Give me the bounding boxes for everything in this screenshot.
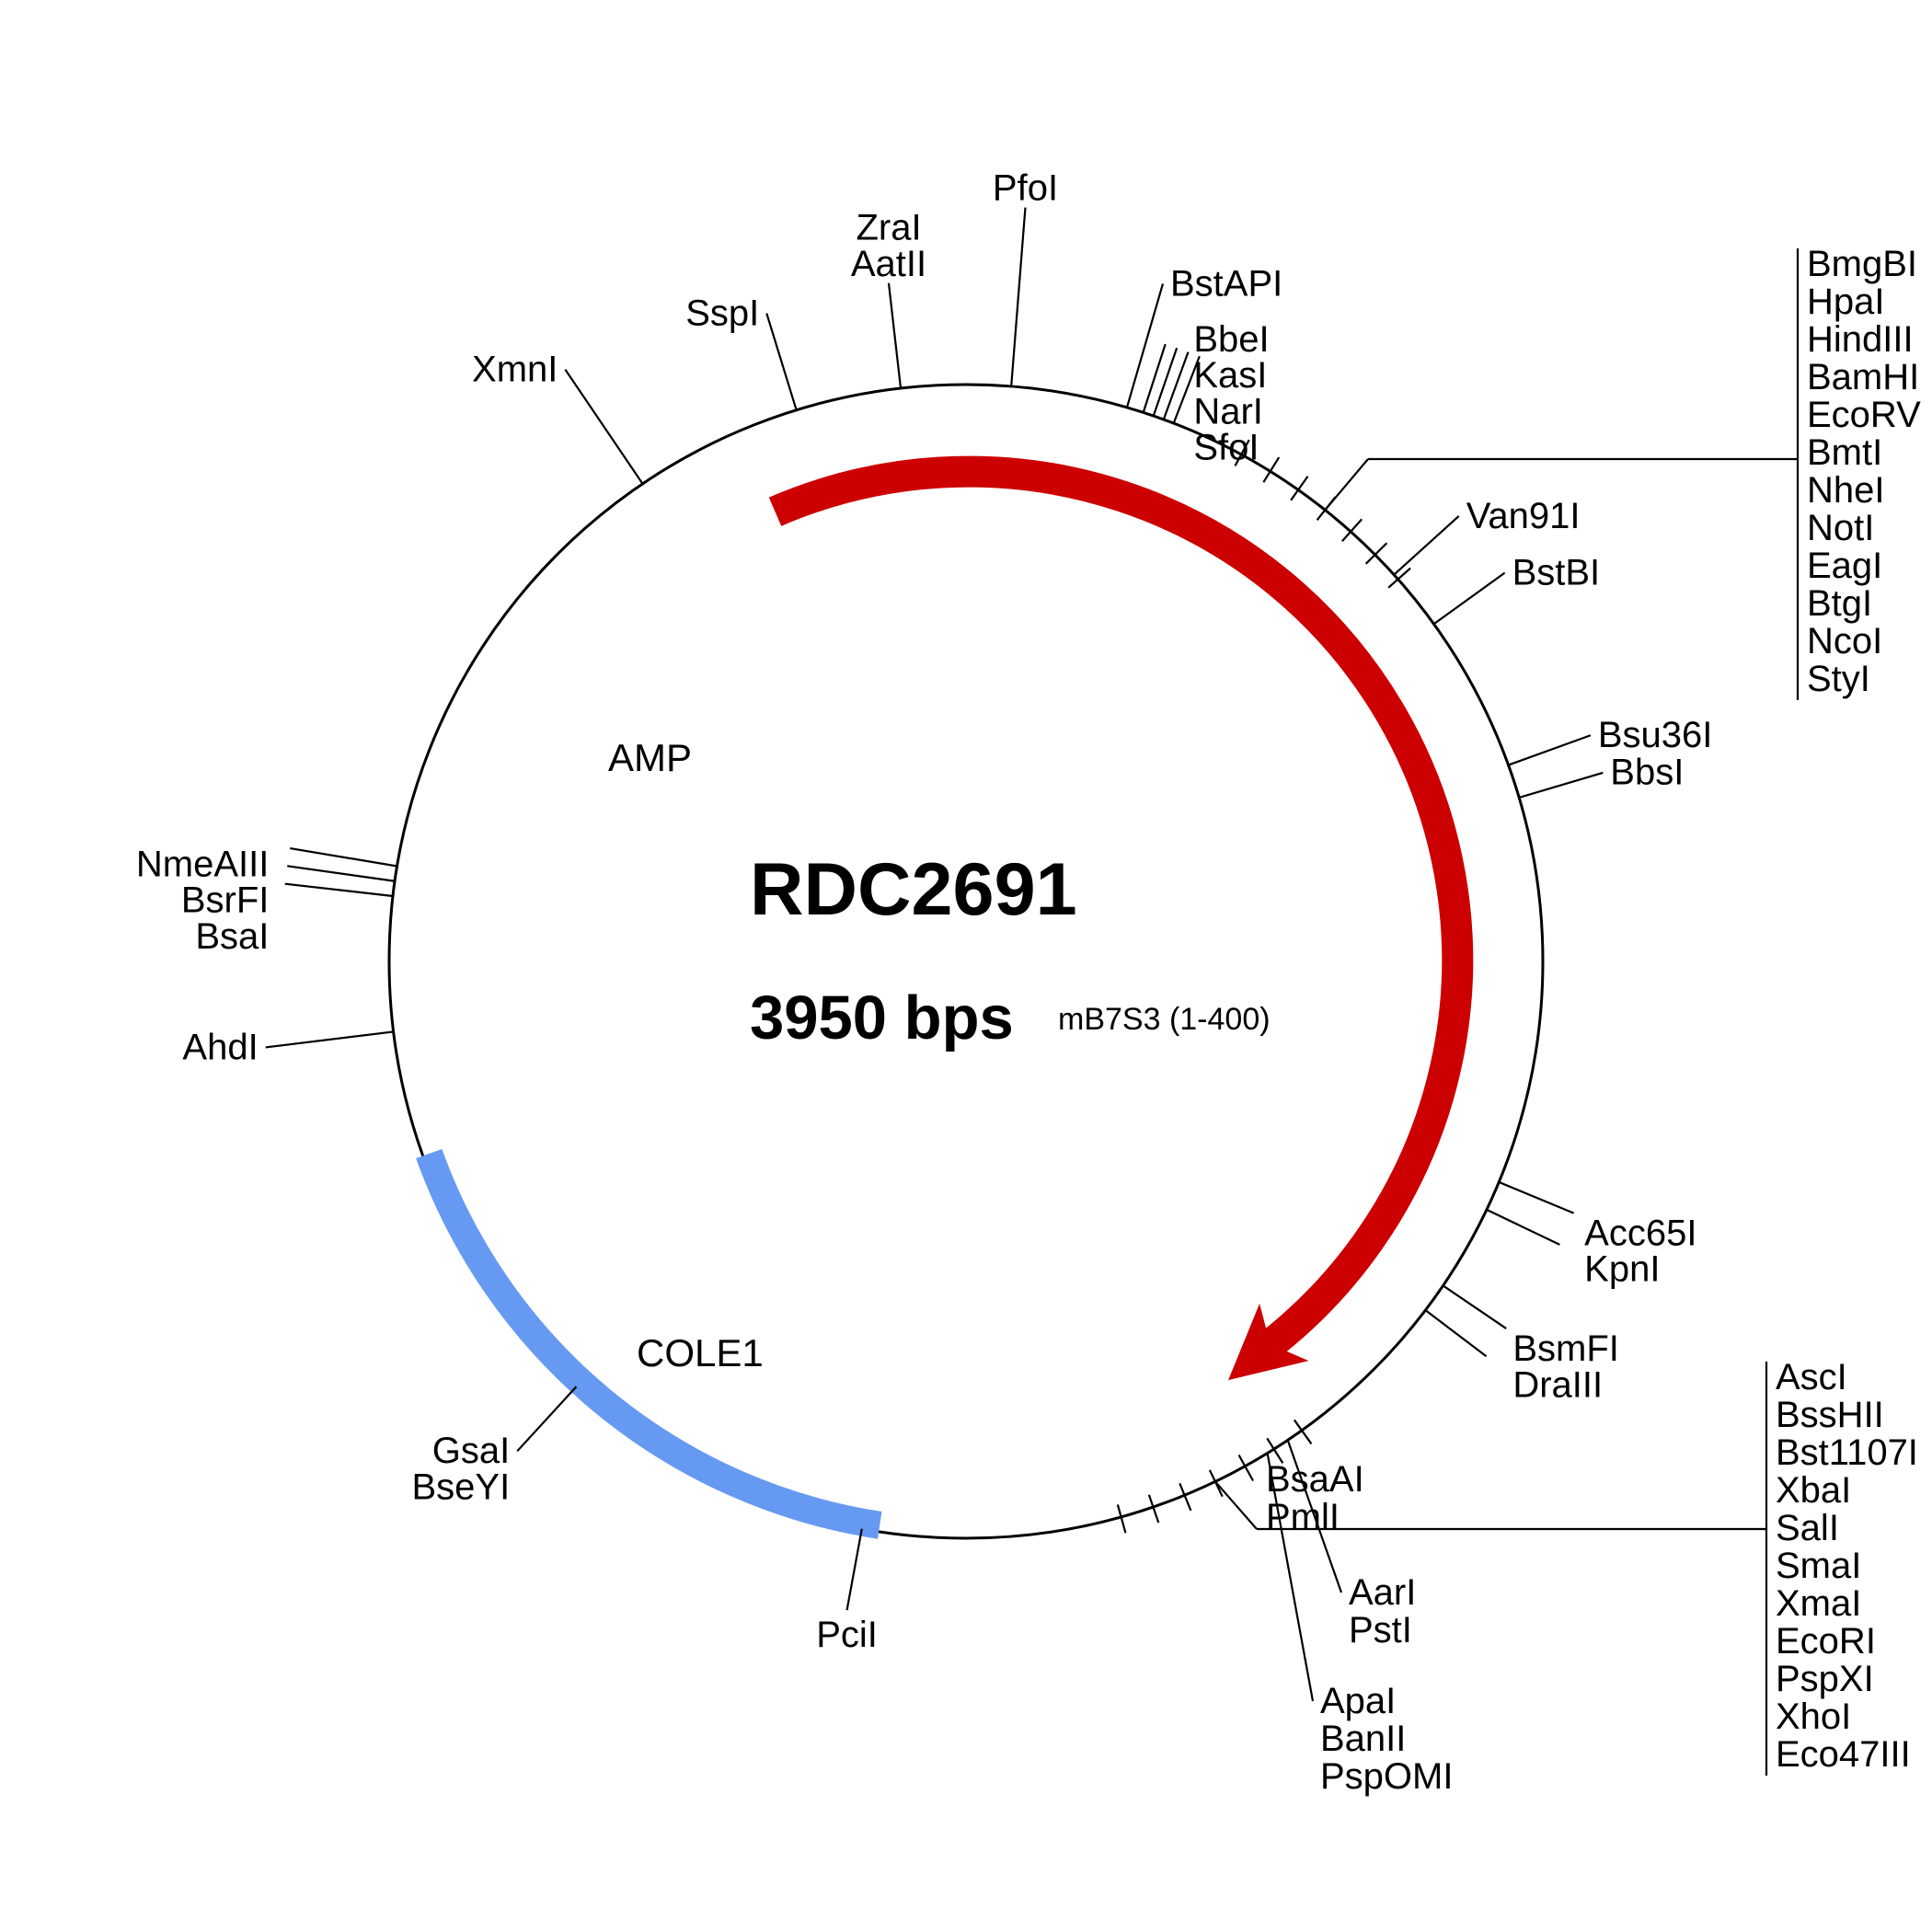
- svg-text:AscI: AscI: [1776, 1357, 1847, 1397]
- svg-text:GsaI: GsaI: [432, 1431, 510, 1471]
- svg-text:BbsI: BbsI: [1610, 753, 1684, 793]
- svg-text:EcoRI: EcoRI: [1776, 1621, 1876, 1662]
- svg-text:PspXI: PspXI: [1776, 1659, 1874, 1699]
- svg-text:NmeAIII: NmeAIII: [136, 844, 269, 884]
- svg-text:BmgBI: BmgBI: [1807, 244, 1917, 284]
- svg-text:BanII: BanII: [1320, 1719, 1406, 1759]
- svg-text:Van91I: Van91I: [1466, 496, 1581, 536]
- svg-text:Bst1107I: Bst1107I: [1776, 1432, 1918, 1473]
- svg-text:BstAPI: BstAPI: [1170, 263, 1282, 304]
- svg-text:HindIII: HindIII: [1807, 319, 1914, 360]
- svg-text:NotI: NotI: [1807, 508, 1874, 548]
- svg-text:PciI: PciI: [816, 1615, 878, 1655]
- svg-text:SspI: SspI: [685, 293, 759, 333]
- svg-text:PspOMI: PspOMI: [1320, 1756, 1453, 1797]
- svg-text:AarI: AarI: [1349, 1572, 1416, 1613]
- svg-text:StyI: StyI: [1807, 659, 1870, 699]
- svg-text:SfoI: SfoI: [1193, 428, 1259, 468]
- svg-text:Acc65I: Acc65I: [1584, 1213, 1696, 1254]
- svg-text:NarI: NarI: [1193, 391, 1263, 431]
- svg-text:BamHI: BamHI: [1807, 357, 1919, 397]
- svg-text:NheI: NheI: [1807, 470, 1885, 511]
- svg-text:PstI: PstI: [1349, 1610, 1412, 1650]
- svg-text:ZraI: ZraI: [856, 208, 921, 248]
- svg-text:AatII: AatII: [851, 244, 926, 284]
- svg-text:EagI: EagI: [1807, 546, 1882, 586]
- svg-text:BsrFI: BsrFI: [181, 880, 270, 921]
- svg-text:XhoI: XhoI: [1776, 1696, 1851, 1737]
- svg-text:NcoI: NcoI: [1807, 621, 1882, 661]
- svg-text:RDC2691: RDC2691: [750, 848, 1077, 931]
- svg-text:COLE1: COLE1: [637, 1331, 764, 1374]
- svg-text:BssHII: BssHII: [1776, 1395, 1884, 1435]
- svg-text:AMP: AMP: [608, 736, 692, 779]
- svg-text:SmaI: SmaI: [1776, 1546, 1861, 1586]
- svg-text:BtgI: BtgI: [1807, 583, 1872, 624]
- svg-text:Eco47III: Eco47III: [1776, 1734, 1911, 1775]
- svg-text:XmaI: XmaI: [1776, 1583, 1861, 1624]
- svg-text:SalI: SalI: [1776, 1508, 1839, 1548]
- svg-text:3950 bps: 3950 bps: [750, 983, 1014, 1052]
- svg-text:BsmFI: BsmFI: [1512, 1328, 1619, 1369]
- svg-text:KasI: KasI: [1193, 355, 1267, 396]
- svg-text:KpnI: KpnI: [1584, 1249, 1660, 1290]
- svg-text:Bsu36I: Bsu36I: [1598, 715, 1713, 755]
- svg-text:XbaI: XbaI: [1776, 1470, 1851, 1511]
- svg-text:DraIII: DraIII: [1512, 1364, 1603, 1405]
- svg-text:BsaAI: BsaAI: [1266, 1459, 1364, 1500]
- svg-text:BmtI: BmtI: [1807, 432, 1882, 473]
- svg-text:BstBI: BstBI: [1512, 552, 1601, 592]
- svg-text:mB7S3 (1-400): mB7S3 (1-400): [1058, 1002, 1271, 1037]
- svg-text:BbeI: BbeI: [1193, 319, 1269, 360]
- svg-text:XmnI: XmnI: [472, 349, 558, 389]
- svg-text:BseYI: BseYI: [412, 1466, 511, 1507]
- svg-text:BsaI: BsaI: [195, 916, 269, 957]
- svg-text:AhdI: AhdI: [182, 1027, 258, 1067]
- svg-text:HpaI: HpaI: [1807, 282, 1885, 322]
- svg-text:EcoRV: EcoRV: [1807, 395, 1921, 435]
- svg-text:ApaI: ApaI: [1320, 1681, 1396, 1721]
- svg-text:PfoI: PfoI: [993, 168, 1058, 209]
